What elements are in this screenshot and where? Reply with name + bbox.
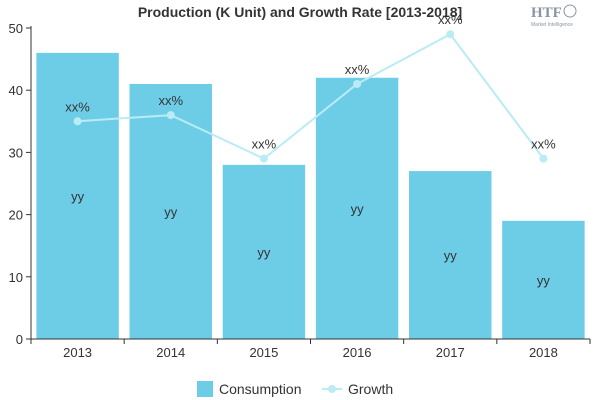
y-tick-label: 50	[9, 21, 23, 36]
growth-line: xx% xx% xx% xx% xx% xx%	[65, 12, 556, 163]
x-tick-label: 2014	[156, 345, 185, 360]
growth-label-2016: xx%	[345, 62, 370, 77]
x-tick-label: 2018	[529, 345, 558, 360]
growth-point-2016	[353, 79, 362, 88]
bar-2018	[502, 220, 585, 339]
x-tick-label: 2016	[343, 345, 372, 360]
bars	[36, 52, 585, 339]
logo-subtext: Market Intelligence	[531, 22, 573, 28]
bar-2014	[129, 83, 212, 339]
y-tick-label: 10	[9, 270, 23, 285]
x-axis: 2013 2014 2015 2016 2017 2018	[30, 338, 591, 360]
bar-label-2016: yy	[351, 201, 365, 216]
legend-consumption-label: Consumption	[219, 381, 302, 397]
y-tick-label: 20	[9, 208, 23, 223]
bar-label-2018: yy	[537, 273, 551, 288]
bar-2016	[315, 77, 399, 339]
growth-label-2018: xx%	[531, 137, 556, 152]
growth-point-2013	[73, 117, 82, 126]
legend-growth-marker	[328, 385, 336, 393]
growth-label-2015: xx%	[252, 137, 277, 152]
y-tick-label: 0	[16, 332, 23, 347]
growth-label-2013: xx%	[65, 99, 90, 114]
logo: HTF Market Intelligence	[531, 4, 577, 28]
y-tick-label: 30	[9, 145, 23, 160]
growth-point-2017	[446, 30, 455, 39]
growth-point-2014	[166, 111, 175, 120]
growth-line-path	[77, 32, 545, 160]
bar-label-2014: yy	[164, 204, 178, 219]
x-tick-label: 2017	[436, 345, 465, 360]
bar-label-2017: yy	[444, 248, 458, 263]
growth-label-2017: xx%	[438, 12, 463, 27]
y-axis: 0 10 20 30 40 50	[9, 21, 32, 347]
bar-2015	[222, 164, 306, 339]
growth-point-2018	[539, 154, 548, 163]
legend-consumption-swatch	[197, 381, 213, 397]
bar-label-2013: yy	[71, 189, 85, 204]
bar-labels: yy yy yy yy yy yy	[71, 189, 550, 288]
bar-label-2015: yy	[257, 245, 271, 260]
logo-text: HTF	[531, 5, 562, 21]
legend: Consumption Growth	[197, 381, 393, 397]
growth-point-2015	[259, 154, 268, 163]
logo-globe-icon	[563, 4, 577, 18]
bar-2013	[36, 52, 119, 339]
y-tick-label: 40	[9, 83, 23, 98]
x-tick-label: 2013	[63, 345, 92, 360]
growth-label-2014: xx%	[158, 93, 183, 108]
bar-2017	[409, 171, 492, 339]
x-tick-label: 2015	[249, 345, 278, 360]
chart-title: Production (K Unit) and Growth Rate [201…	[138, 4, 462, 20]
legend-growth-label: Growth	[348, 381, 393, 397]
